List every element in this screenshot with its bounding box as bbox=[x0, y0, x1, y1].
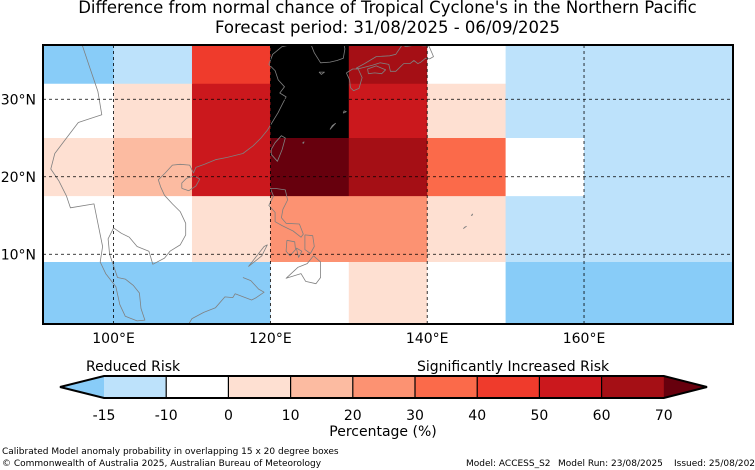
coastline bbox=[355, 45, 434, 72]
grid-cell bbox=[43, 262, 271, 324]
coastline bbox=[285, 255, 321, 285]
grid-cell bbox=[113, 138, 193, 197]
grid-cell bbox=[427, 83, 507, 139]
gridlines bbox=[43, 45, 733, 324]
grid-cell bbox=[505, 262, 733, 324]
colorbar-segment bbox=[290, 376, 354, 398]
grid-cell bbox=[348, 262, 428, 324]
anomaly-grid bbox=[43, 45, 733, 324]
longitude-label: 160°E bbox=[563, 331, 606, 347]
footer-issued: Issued: 25/08/2025 bbox=[674, 459, 755, 469]
colorbar-tick-label: 20 bbox=[344, 408, 362, 424]
latitude-label: 30°N bbox=[1, 92, 36, 108]
grid-cell bbox=[270, 83, 350, 139]
footer-model: Model: ACCESS_S2 bbox=[466, 459, 551, 469]
reduced-risk-label: Reduced Risk bbox=[86, 359, 181, 375]
grid-cell bbox=[427, 196, 507, 263]
grid-cell bbox=[43, 45, 114, 85]
grid-cell bbox=[427, 45, 507, 85]
coastline bbox=[310, 45, 346, 64]
grid-cell bbox=[270, 262, 350, 324]
coastline bbox=[302, 141, 305, 144]
coastline bbox=[50, 45, 291, 322]
colorbar-tick-label: 50 bbox=[530, 408, 548, 424]
grid-cell bbox=[113, 83, 193, 139]
footer-description: Calibrated Model anomaly probability in … bbox=[2, 447, 339, 457]
grid-cell bbox=[113, 45, 193, 85]
coastline bbox=[463, 225, 467, 230]
colorbar-tick-label: 30 bbox=[406, 408, 424, 424]
colorbar-tick-label: 70 bbox=[655, 408, 673, 424]
coastline bbox=[268, 188, 304, 238]
colorbar-segment bbox=[104, 376, 167, 398]
chart-subtitle: Forecast period: 31/08/2025 - 06/09/2025 bbox=[214, 18, 561, 37]
grid-cell bbox=[191, 45, 271, 85]
colorbar-tick-label: 0 bbox=[224, 408, 233, 424]
grid-cell bbox=[191, 196, 271, 263]
grid-cell bbox=[505, 196, 733, 263]
coastline bbox=[367, 65, 386, 75]
grid-cell bbox=[43, 138, 114, 197]
latitude-label: 10°N bbox=[1, 247, 36, 263]
map-frame bbox=[42, 44, 734, 325]
colorbar-tick-label: 40 bbox=[468, 408, 486, 424]
grid-cell bbox=[427, 138, 507, 197]
colorbar-segment bbox=[601, 376, 665, 398]
longitude-label: 140°E bbox=[406, 331, 449, 347]
grid-cell bbox=[427, 262, 507, 324]
grid-cell bbox=[505, 45, 733, 85]
colorbar-tick-label: 60 bbox=[593, 408, 611, 424]
grid-cell bbox=[43, 196, 193, 263]
grid-cell bbox=[348, 83, 428, 139]
colorbar-tick-label: -10 bbox=[155, 408, 178, 424]
coastline bbox=[295, 247, 303, 258]
grid-cell bbox=[270, 45, 350, 85]
grid-cell bbox=[270, 138, 350, 197]
coastline bbox=[248, 244, 268, 267]
coastline bbox=[342, 110, 347, 114]
grid-cell bbox=[43, 83, 114, 139]
colorbar-unit-label: Percentage (%) bbox=[329, 424, 436, 440]
grid-cell bbox=[584, 138, 733, 197]
colorbar-max-arrow bbox=[663, 376, 707, 398]
coastline bbox=[470, 213, 474, 216]
coastline bbox=[346, 68, 363, 92]
grid-cell bbox=[270, 196, 428, 263]
colorbar: -15 -10 0 10 20 30 40 50 60 70 bbox=[59, 375, 708, 424]
chart-title: Difference from normal chance of Tropica… bbox=[78, 0, 697, 17]
latitude-label: 20°N bbox=[1, 170, 36, 186]
coastlines bbox=[50, 45, 474, 324]
footer-model-run: Model Run: 23/08/2025 bbox=[558, 459, 663, 469]
map-axes: 100°E 120°E 140°E 160°E 30°N 20°N 10°N bbox=[1, 92, 606, 347]
colorbar-outline bbox=[59, 375, 708, 399]
coastline bbox=[181, 175, 201, 192]
coastline bbox=[304, 234, 315, 254]
colorbar-tick-label: -15 bbox=[93, 408, 116, 424]
grid-cell bbox=[505, 138, 585, 197]
coastline bbox=[270, 135, 286, 162]
grid-cell bbox=[505, 83, 733, 139]
colorbar-segment bbox=[352, 376, 416, 398]
coastline bbox=[318, 71, 325, 75]
colorbar-segment bbox=[477, 376, 540, 398]
colorbar-min-arrow bbox=[60, 376, 104, 398]
grid-cell bbox=[191, 138, 271, 197]
grid-cell bbox=[348, 138, 428, 197]
colorbar-segment bbox=[166, 376, 229, 398]
increased-risk-label: Significantly Increased Risk bbox=[417, 359, 610, 375]
colorbar-segment bbox=[415, 376, 478, 398]
coastline bbox=[329, 122, 336, 130]
colorbar-segment bbox=[228, 376, 291, 398]
longitude-label: 120°E bbox=[249, 331, 292, 347]
grid-cell bbox=[191, 83, 271, 139]
colorbar-segment bbox=[539, 376, 602, 398]
longitude-label: 100°E bbox=[92, 331, 135, 347]
colorbar-tick-label: 10 bbox=[282, 408, 300, 424]
coastline bbox=[285, 239, 296, 257]
coastline bbox=[188, 277, 265, 324]
footer-copyright: © Commonwealth of Australia 2025, Austra… bbox=[2, 459, 322, 469]
